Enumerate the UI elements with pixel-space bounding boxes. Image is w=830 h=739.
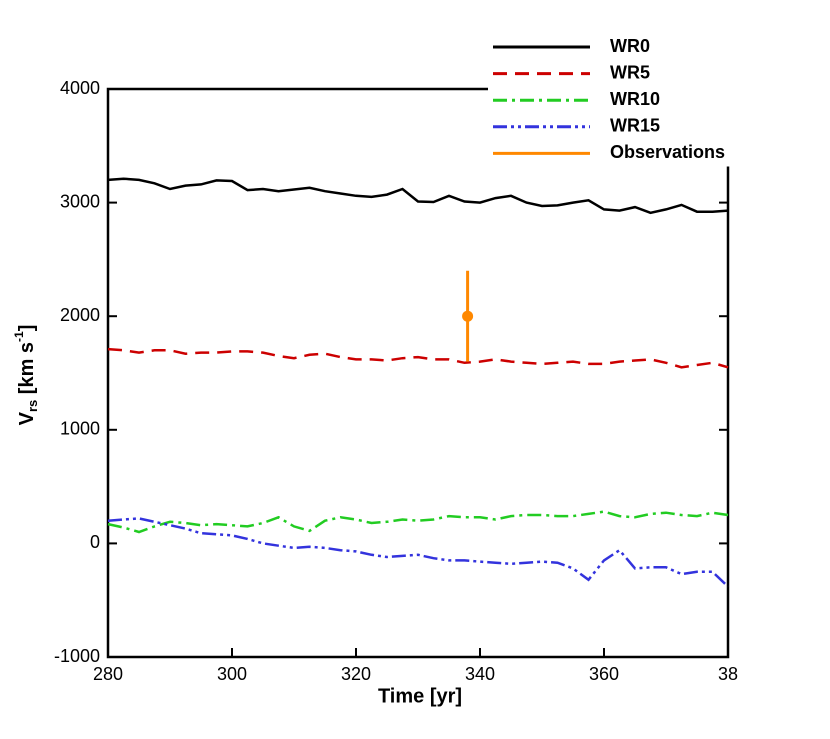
y-tick-label: 3000 [60, 191, 100, 211]
x-axis-label: Time [yr] [378, 685, 462, 707]
legend-label: WR5 [610, 62, 650, 82]
y-tick-label: 0 [90, 532, 100, 552]
y-label-close: ] [16, 325, 38, 332]
y-tick-label: -1000 [54, 646, 100, 666]
y-axis-label: Vrs [km s-1] [12, 325, 40, 426]
y-tick-label: 4000 [60, 78, 100, 98]
legend-label: WR15 [610, 116, 660, 136]
plot-frame [106, 87, 730, 659]
y-label-base: V [16, 411, 38, 425]
legend: WR0 WR5 WR10 WR15 Observations [488, 32, 763, 167]
y-label-sup: -1 [12, 331, 26, 342]
x-tick-label: 340 [465, 664, 495, 684]
x-tick-label: 360 [589, 664, 619, 684]
x-tick-label: 38 [718, 664, 738, 684]
series-line [107, 517, 729, 588]
series-line [107, 347, 729, 369]
y-label-sub: rs [25, 400, 40, 412]
y-tick-label: 1000 [60, 419, 100, 439]
legend-label: Observations [610, 142, 725, 162]
legend-label: WR10 [610, 89, 660, 109]
x-tick-label: 320 [341, 664, 371, 684]
x-tick-label: 280 [93, 664, 123, 684]
legend-label: WR0 [610, 36, 650, 56]
y-tick-label: 2000 [60, 305, 100, 325]
observation-point [462, 310, 474, 322]
series-line [107, 177, 729, 215]
plot-area: 280 300 320 340 360 38 -1000 0 1000 2000 3000 4000 [54, 78, 738, 684]
x-tick-label: 300 [217, 664, 247, 684]
y-label-unit: [km s [16, 342, 38, 400]
